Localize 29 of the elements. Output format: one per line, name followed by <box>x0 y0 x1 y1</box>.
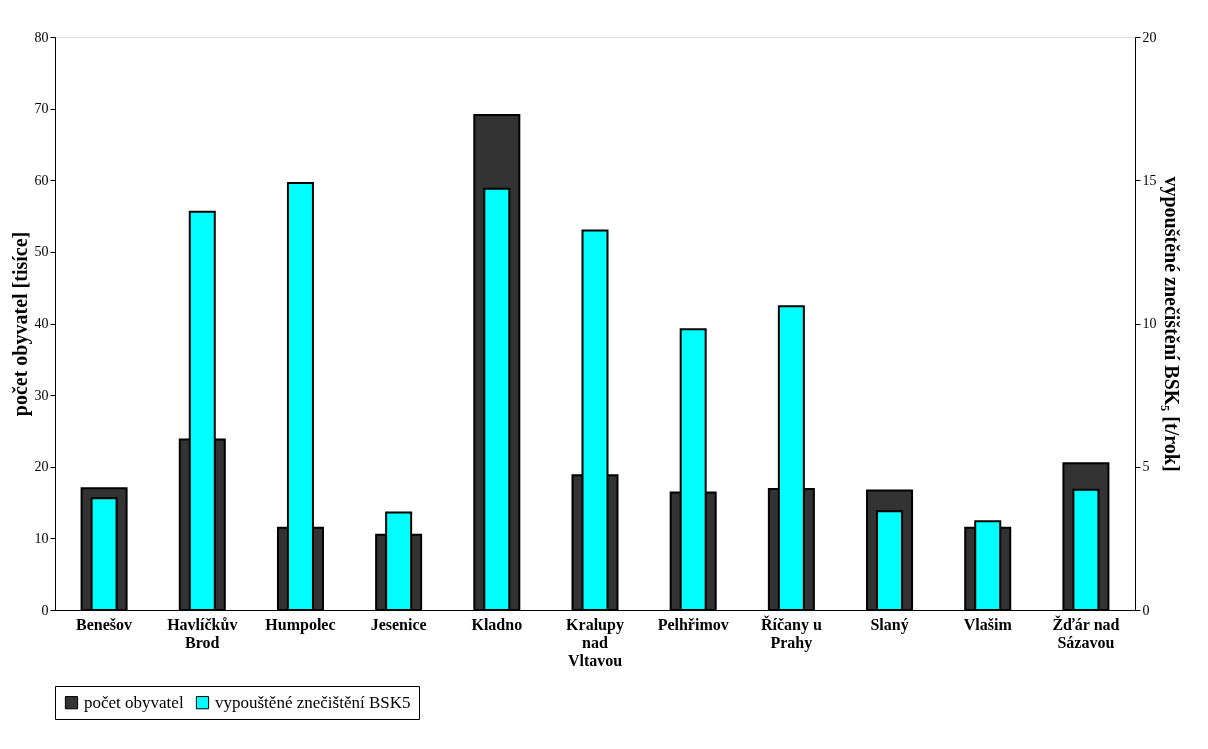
y2-tick-label: 10 <box>1142 316 1157 331</box>
x-tick-label: Kladno <box>471 615 523 633</box>
x-tick-label: Říčany u Prahy <box>760 614 822 652</box>
y2-tick-label: 0 <box>1142 602 1150 618</box>
x-tick-label: Slaný <box>870 615 909 634</box>
y2-tick-label: 5 <box>1142 459 1150 475</box>
y2-tick-label: 20 <box>1142 29 1157 45</box>
y-tick-label: 40 <box>34 316 49 331</box>
x-tick-label: Benešov <box>76 615 133 633</box>
x-tick-label: Žďár nad Sázavou <box>1052 614 1120 651</box>
y-tick-label: 60 <box>34 172 49 188</box>
x-tick-label: Vlašim <box>963 615 1013 633</box>
y-tick-label: 70 <box>34 101 49 117</box>
x-tick-label: Pelhřimov <box>657 615 729 633</box>
y2-tick-label: 15 <box>1142 172 1157 188</box>
x-tick-label: Kralupy nad Vltavou <box>566 615 624 669</box>
y2-axis-title: vypouštěné znečištění BSK₅ [t/rok] <box>1159 176 1183 472</box>
y-axis-title: počet obyvatel [tisíce] <box>8 231 32 417</box>
y-tick-label: 20 <box>34 459 49 475</box>
y-tick-label: 0 <box>41 602 49 618</box>
y-tick-label: 10 <box>34 530 49 546</box>
y-tick-label: 50 <box>34 244 49 260</box>
x-tick-label: Havlíčkův Brod <box>167 615 238 651</box>
y-tick-label: 30 <box>34 387 49 403</box>
x-tick-label: Jesenice <box>370 615 427 633</box>
legend-label: vypouštěné znečištění BSK5 <box>215 692 411 712</box>
y-tick-label: 80 <box>34 29 49 45</box>
x-tick-label: Humpolec <box>265 615 336 634</box>
legend-label: počet obyvatel <box>84 692 184 712</box>
